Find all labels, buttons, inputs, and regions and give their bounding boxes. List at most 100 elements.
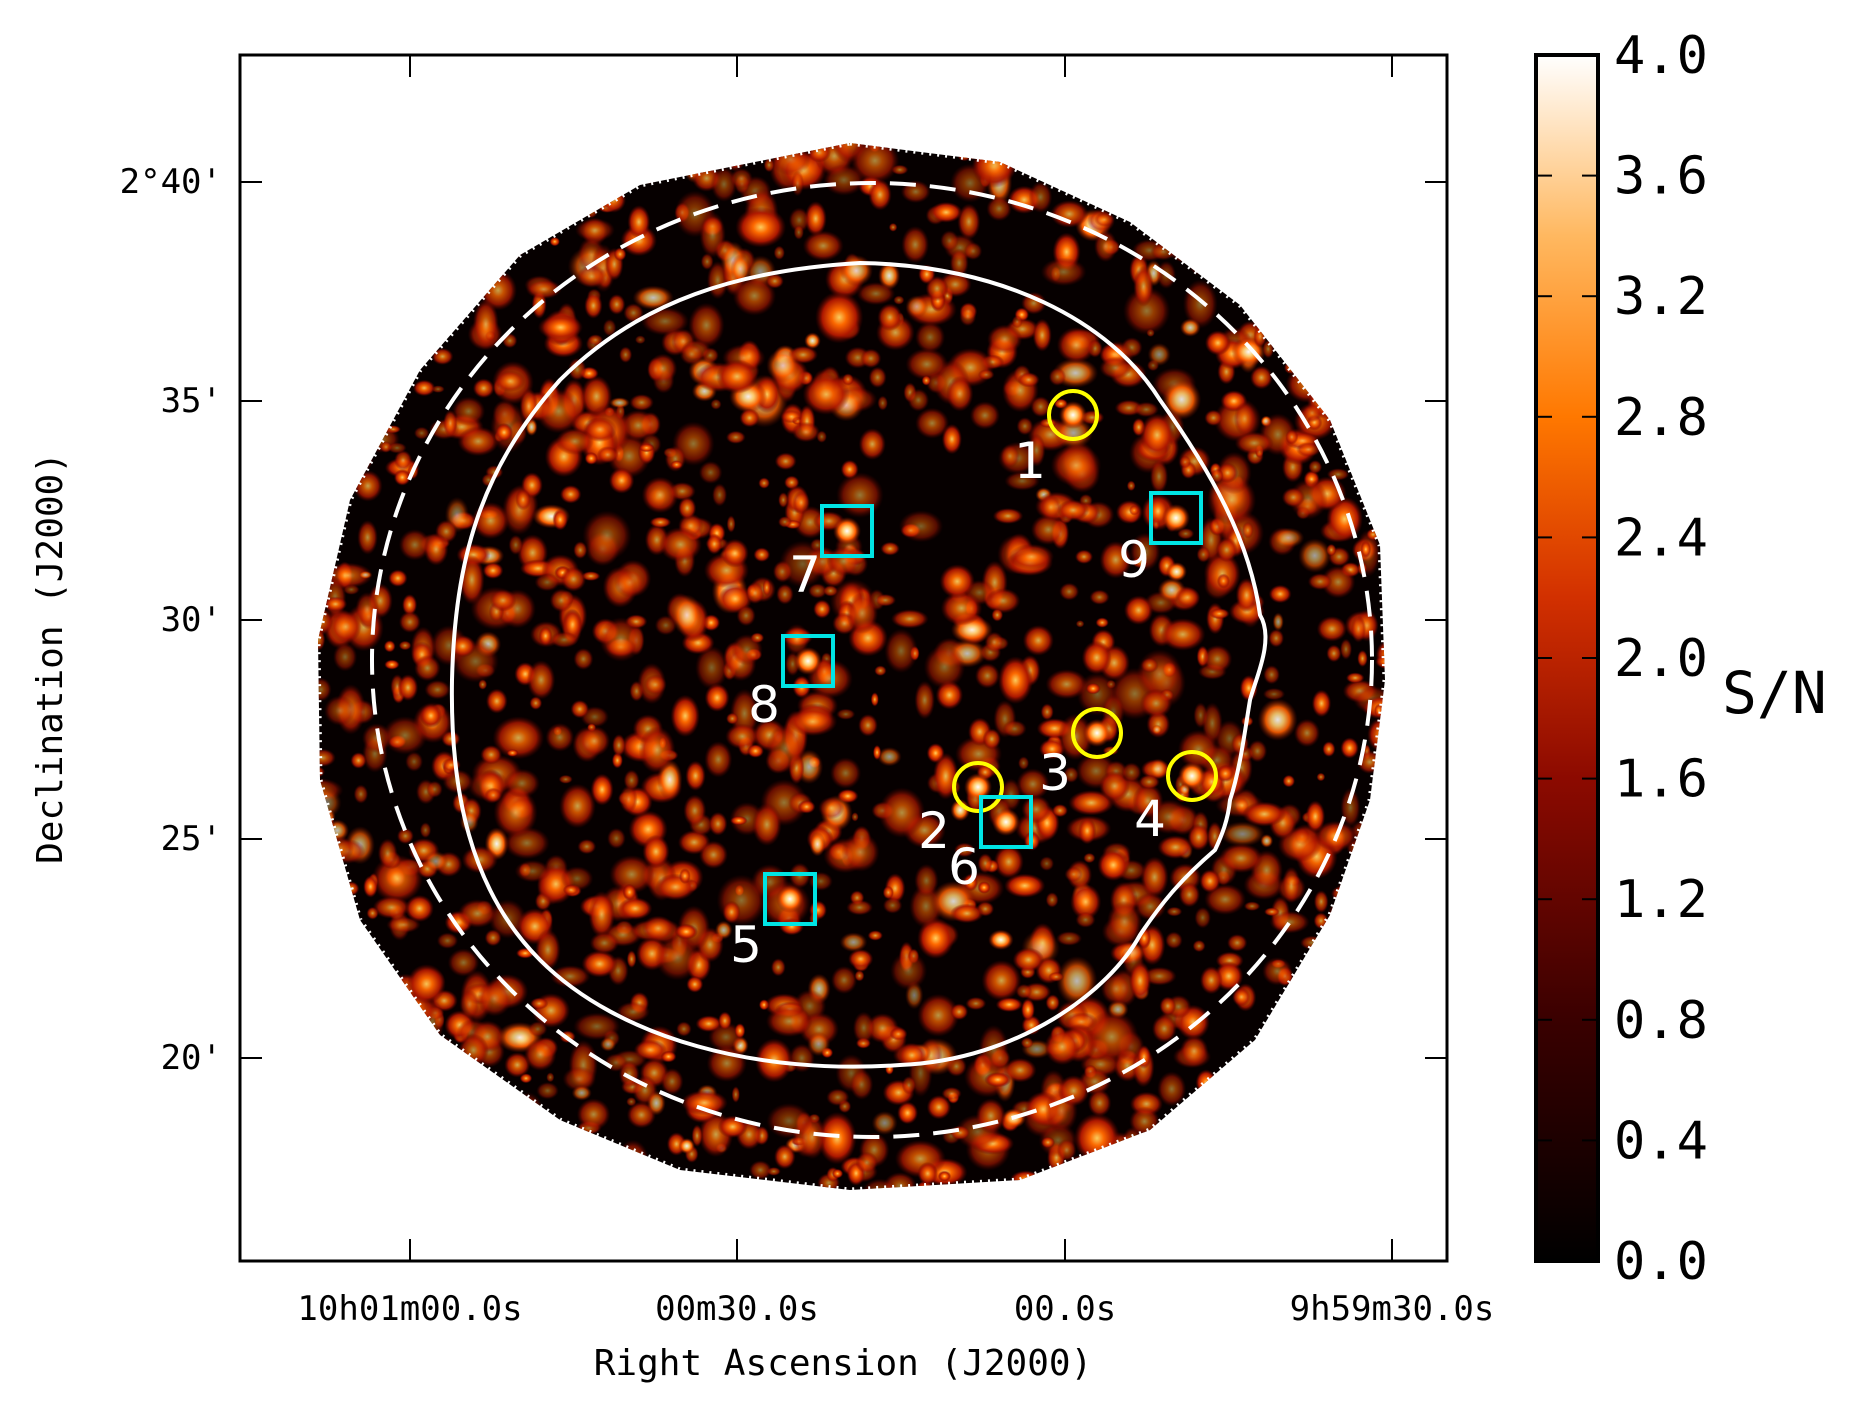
- noise-blob: [1281, 487, 1305, 508]
- noise-blob: [587, 334, 604, 346]
- noise-blob: [901, 225, 930, 264]
- noise-blob: [558, 774, 573, 784]
- noise-blob: [545, 722, 575, 752]
- noise-blob: [963, 242, 983, 261]
- noise-blob: [807, 1031, 831, 1057]
- noise-blob: [730, 815, 748, 826]
- dashed-coverage-contour: [370, 181, 1374, 1139]
- noise-blob: [725, 723, 760, 750]
- noise-blob: [552, 508, 568, 531]
- noise-blob: [721, 538, 749, 568]
- noise-blob: [619, 346, 633, 364]
- noise-blob: [917, 1161, 938, 1186]
- source-emission: [1162, 504, 1190, 532]
- noise-blob: [1166, 562, 1187, 582]
- noise-blob: [1151, 1014, 1177, 1043]
- noise-blob: [618, 897, 653, 920]
- noise-blob: [1296, 442, 1321, 457]
- noise-blob: [382, 716, 428, 755]
- noise-blob: [1057, 499, 1090, 521]
- noise-blob: [1179, 318, 1201, 337]
- noise-blob: [550, 965, 591, 988]
- noise-blob: [1192, 939, 1206, 953]
- noise-blob: [1057, 713, 1093, 761]
- noise-blob: [1233, 402, 1256, 436]
- noise-blob: [447, 948, 480, 977]
- noise-blob: [870, 692, 879, 707]
- noise-blob: [503, 768, 540, 798]
- noise-blob: [1099, 770, 1131, 802]
- noise-blob: [850, 143, 900, 184]
- colorbar-tick-label: 1.2: [1614, 870, 1708, 930]
- noise-blob: [923, 644, 966, 689]
- noise-blob: [1030, 514, 1066, 545]
- noise-blob: [1151, 724, 1162, 735]
- noise-blob: [949, 248, 969, 278]
- noise-blob: [609, 855, 655, 894]
- source-label: 5: [730, 916, 762, 974]
- noise-blob: [926, 1095, 952, 1120]
- noise-blob: [985, 588, 1021, 614]
- noise-blob: [1030, 396, 1051, 418]
- noise-blob: [1234, 431, 1274, 455]
- noise-blob: [1350, 615, 1367, 643]
- noise-blob: [731, 1086, 740, 1103]
- noise-blob: [477, 980, 512, 1017]
- noise-blob: [1129, 961, 1152, 1001]
- noise-blob: [1139, 688, 1173, 718]
- noise-blob: [1028, 181, 1053, 214]
- noise-blob: [388, 569, 408, 587]
- noise-blob: [1084, 1010, 1139, 1063]
- noise-blob: [1159, 996, 1177, 1016]
- noise-blob: [1140, 856, 1169, 898]
- noise-blob: [877, 395, 888, 411]
- noise-blob: [884, 628, 918, 674]
- noise-blob: [1004, 471, 1040, 491]
- noise-blob: [822, 585, 839, 597]
- noise-blob: [1040, 703, 1054, 721]
- noise-blob: [1021, 998, 1035, 1022]
- noise-blob: [323, 596, 348, 612]
- noise-blob: [1162, 379, 1202, 420]
- noise-blob: [905, 295, 929, 319]
- noise-blob: [405, 894, 434, 923]
- noise-blob: [571, 1085, 592, 1101]
- noise-blob: [1068, 790, 1115, 816]
- noise-blob: [1149, 758, 1168, 780]
- noise-blob: [1003, 1057, 1037, 1083]
- noise-blob: [753, 547, 771, 562]
- noise-blob: [494, 370, 526, 393]
- noise-blob: [414, 655, 441, 682]
- noise-blob: [1099, 541, 1132, 579]
- noise-blob: [575, 218, 615, 242]
- noise-blob: [1085, 682, 1101, 695]
- noise-blob: [839, 254, 873, 287]
- colorbar-tick-label: 2.0: [1614, 629, 1708, 689]
- noise-blob: [426, 780, 443, 798]
- noise-blob: [1260, 834, 1274, 848]
- noise-blob: [1008, 543, 1055, 570]
- noise-blob: [1075, 911, 1096, 928]
- noise-blob: [577, 839, 597, 855]
- noise-blob: [1316, 616, 1348, 642]
- noise-blob: [600, 1037, 617, 1052]
- noise-blob: [1215, 537, 1238, 563]
- noise-blob: [436, 932, 459, 949]
- colorbar-tick-label: 2.8: [1614, 388, 1708, 448]
- y-tick-label: 35': [161, 381, 222, 421]
- source-label: 2: [918, 802, 950, 860]
- source-label: 7: [789, 546, 821, 604]
- noise-blob: [982, 728, 1001, 750]
- noise-blob: [802, 373, 850, 415]
- noise-blob: [1050, 200, 1089, 228]
- noise-blob: [1204, 330, 1231, 356]
- noise-blob: [686, 975, 704, 993]
- noise-blob: [831, 965, 858, 995]
- noise-blob: [941, 423, 963, 455]
- noise-blob: [1048, 971, 1065, 982]
- noise-blob: [826, 1088, 850, 1107]
- axis-ticks: [240, 55, 1447, 1261]
- noise-blob: [1016, 417, 1034, 436]
- noise-blob: [766, 1103, 812, 1139]
- x-tick-label: 00.0s: [1014, 1289, 1116, 1329]
